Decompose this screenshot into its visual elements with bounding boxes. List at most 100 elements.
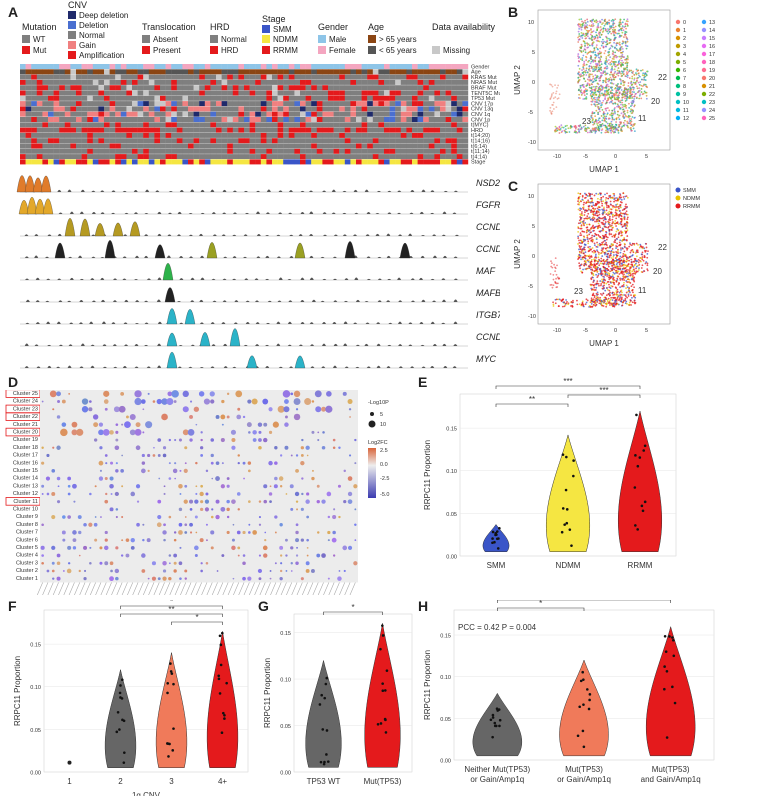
track-bump <box>210 322 215 324</box>
heatmap-cell <box>48 122 54 128</box>
umap-point <box>595 46 598 49</box>
umap-point <box>639 243 642 246</box>
umap-point <box>549 109 551 112</box>
umap-point <box>613 56 616 58</box>
umap-point <box>591 283 593 286</box>
heatmap-cell <box>462 111 469 117</box>
heatmap-cell <box>462 85 469 91</box>
heatmap-cell <box>361 132 368 138</box>
heatmap-cell <box>423 69 429 75</box>
umap-point <box>599 84 602 87</box>
heatmap-cell <box>423 154 429 160</box>
track-bump <box>210 366 215 368</box>
umap-point <box>629 282 632 284</box>
track-bump <box>454 234 459 236</box>
umap-point <box>597 274 600 277</box>
track-bump <box>190 300 195 302</box>
heatmap-cell <box>31 79 37 85</box>
umap-point <box>590 299 593 302</box>
heatmap-cell <box>221 143 228 149</box>
umap-point <box>584 27 587 30</box>
heatmap-cell <box>456 64 463 69</box>
heatmap-cell <box>417 143 424 149</box>
heatmap-cell <box>389 111 396 117</box>
umap-point <box>550 84 553 86</box>
umap-point <box>630 129 633 132</box>
heatmap-cell <box>412 159 418 165</box>
umap-point <box>641 74 644 77</box>
track-bump <box>332 278 337 280</box>
heatmap-cell <box>305 132 312 138</box>
heatmap-cell <box>389 85 396 91</box>
heatmap-cell <box>53 95 60 101</box>
umap-point <box>589 121 592 123</box>
umap-point <box>578 93 581 96</box>
umap-point <box>598 40 601 43</box>
heatmap-cell <box>92 90 99 96</box>
heatmap-cell <box>98 64 105 69</box>
umap-point <box>583 264 586 267</box>
umap-point <box>620 121 622 124</box>
heatmap-cell <box>36 69 43 75</box>
heatmap-cell <box>132 132 138 138</box>
heatmap-cell <box>48 148 54 154</box>
heatmap-cell <box>221 64 228 69</box>
track-bump <box>278 212 283 214</box>
heatmap-cell <box>417 154 424 160</box>
track-bump <box>309 190 314 192</box>
heatmap-cell <box>462 122 469 128</box>
heatmap-cell <box>372 85 379 91</box>
heatmap-cell <box>221 132 228 138</box>
legend-swatch <box>675 43 681 49</box>
heatmap-cell <box>395 90 401 96</box>
umap-point <box>597 24 599 27</box>
umap-point <box>617 116 620 119</box>
umap-point <box>633 87 635 89</box>
umap-point <box>611 89 614 92</box>
umap-point <box>611 274 614 276</box>
umap-point <box>591 100 594 103</box>
heatmap-cell <box>277 106 284 112</box>
track-bump <box>200 189 205 192</box>
heatmap-cell <box>400 122 407 128</box>
umap-point <box>609 86 612 89</box>
heatmap-cell <box>210 159 217 165</box>
umap-point <box>586 194 589 197</box>
heatmap-cell <box>64 74 71 80</box>
heatmap-cell <box>423 143 429 149</box>
umap-point <box>574 127 577 130</box>
umap-point <box>605 35 607 38</box>
panel-b-umap-clusters: UMAP 1 UMAP 2 -10 -5 0 5 -10 -5 0 5 10 2… <box>513 9 715 174</box>
heatmap-cell <box>300 138 306 144</box>
umap-point <box>577 237 580 239</box>
heatmap-cell <box>70 90 77 96</box>
umap-point <box>614 97 616 100</box>
heatmap-cell <box>126 64 133 69</box>
umap-point <box>626 40 629 43</box>
umap-point <box>612 296 614 299</box>
heatmap-cell <box>36 90 43 96</box>
heatmap-cell <box>283 117 289 122</box>
heatmap-cell <box>176 101 183 107</box>
track-peak <box>166 308 178 325</box>
umap-point <box>637 258 640 261</box>
heatmap-cell <box>232 106 239 112</box>
umap-point <box>622 61 625 64</box>
heatmap-cell <box>445 154 452 160</box>
umap-point <box>617 275 620 278</box>
umap-point <box>616 105 618 108</box>
heatmap-cell <box>389 127 396 133</box>
heatmap-cell <box>417 159 424 165</box>
heatmap-row-label: CNV 1p <box>471 117 490 123</box>
umap-point <box>578 35 581 37</box>
heatmap-cell <box>193 111 200 117</box>
track-bump <box>376 343 381 346</box>
umap-point <box>618 62 621 65</box>
umap-point <box>612 255 615 258</box>
heatmap-cell <box>350 74 357 80</box>
track-bump <box>222 189 227 192</box>
umap-point <box>619 86 622 88</box>
umap-point <box>584 211 586 214</box>
umap-point <box>605 100 608 102</box>
umap-point <box>589 57 592 60</box>
